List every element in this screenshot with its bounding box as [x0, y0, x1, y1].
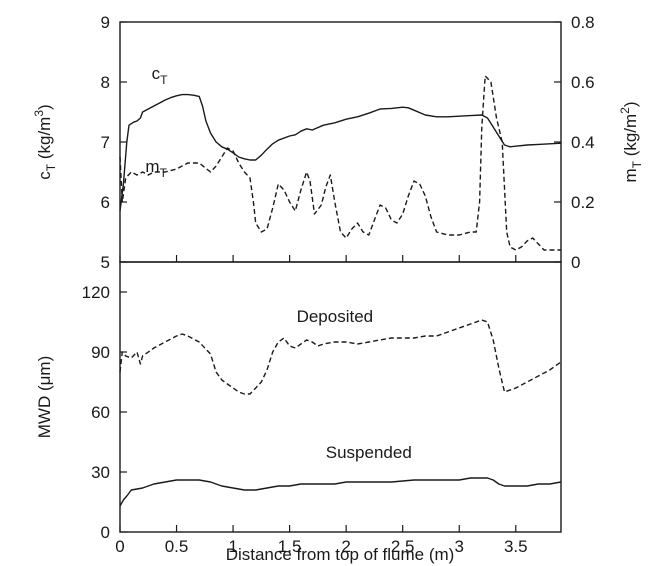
- top-right-tick-label: 0.2: [571, 193, 595, 212]
- top-right-tick-label: 0.6: [571, 73, 595, 92]
- ylabel-left-unit: (kg/m: [35, 117, 54, 164]
- top-left-tick-label: 5: [101, 253, 110, 272]
- bottom-x-tick-label: 2.5: [391, 537, 415, 556]
- series-suspended-line: [119, 477, 562, 507]
- series-mT-line: [119, 75, 561, 251]
- bottom-panel-axes: 0 30 60 90 120 0 0.5 1 1.5 2 2.5 3 3.5: [82, 283, 528, 556]
- series-cT-label-base: c: [152, 64, 161, 83]
- series-mT-label-base: m: [145, 157, 159, 176]
- top-left-tick-label: 7: [101, 133, 110, 152]
- top-right-tick-label: 0.4: [571, 133, 595, 152]
- bottom-x-tick-label: 0: [115, 537, 124, 556]
- series-deposited-label: Deposited: [297, 307, 374, 326]
- series-cT-label-sub: T: [160, 73, 168, 87]
- bottom-y-tick-label: 90: [91, 343, 110, 362]
- ylabel-left-close: ): [35, 104, 54, 110]
- ylabel-left-sub: T: [44, 163, 58, 171]
- series-mT-label-sub: T: [160, 166, 168, 180]
- bottom-x-tick-label: 1.5: [278, 537, 302, 556]
- bottom-y-tick-label: 120: [82, 283, 110, 302]
- bottom-panel-series: Deposited Suspended: [119, 307, 562, 507]
- x-axis-label: Distance from top of flume (m): [226, 545, 455, 564]
- series-suspended-label: Suspended: [326, 443, 412, 462]
- top-left-tick-label: 9: [101, 13, 110, 32]
- bottom-x-tick-label: 1: [228, 537, 237, 556]
- series-mT-label: mT: [145, 157, 167, 180]
- bottom-x-tick-label: 2: [341, 537, 350, 556]
- bottom-panel-frame: [119, 261, 562, 533]
- top-left-tick-label: 8: [101, 73, 110, 92]
- ylabel-right-base: m: [621, 168, 640, 182]
- series-cT-label: cT: [152, 64, 169, 87]
- top-panel-frame: [119, 21, 562, 263]
- bottom-y-axis-label: MWD (μm): [35, 356, 54, 439]
- bottom-y-tick-label: 0: [101, 523, 110, 542]
- bottom-x-tick-label: 3.5: [504, 537, 528, 556]
- top-panel-axes: 5 6 7 8 9 0 0.2 0.4 0.6 0.8: [101, 13, 595, 272]
- series-cT-line: [119, 93, 562, 212]
- top-left-tick-label: 6: [101, 193, 110, 212]
- ylabel-right-sup: 2: [618, 107, 632, 114]
- ylabel-left-base: c: [35, 171, 54, 180]
- bottom-x-tick-label: 3: [454, 537, 463, 556]
- top-right-tick-label: 0: [571, 253, 580, 272]
- ylabel-right-close: ): [621, 101, 640, 107]
- ylabel-left-sup: 3: [32, 110, 46, 117]
- top-right-tick-label: 0.8: [571, 13, 595, 32]
- bottom-x-tick-label: 0.5: [165, 537, 189, 556]
- ylabel-right-unit: (kg/m: [621, 114, 640, 161]
- top-right-axis-label: mT (kg/m2): [618, 101, 644, 182]
- bottom-y-tick-label: 30: [91, 463, 110, 482]
- top-left-axis-label: cT (kg/m3): [32, 104, 58, 179]
- series-deposited-line: [119, 319, 562, 395]
- ylabel-right-sub: T: [630, 160, 644, 168]
- bottom-y-tick-label: 60: [91, 403, 110, 422]
